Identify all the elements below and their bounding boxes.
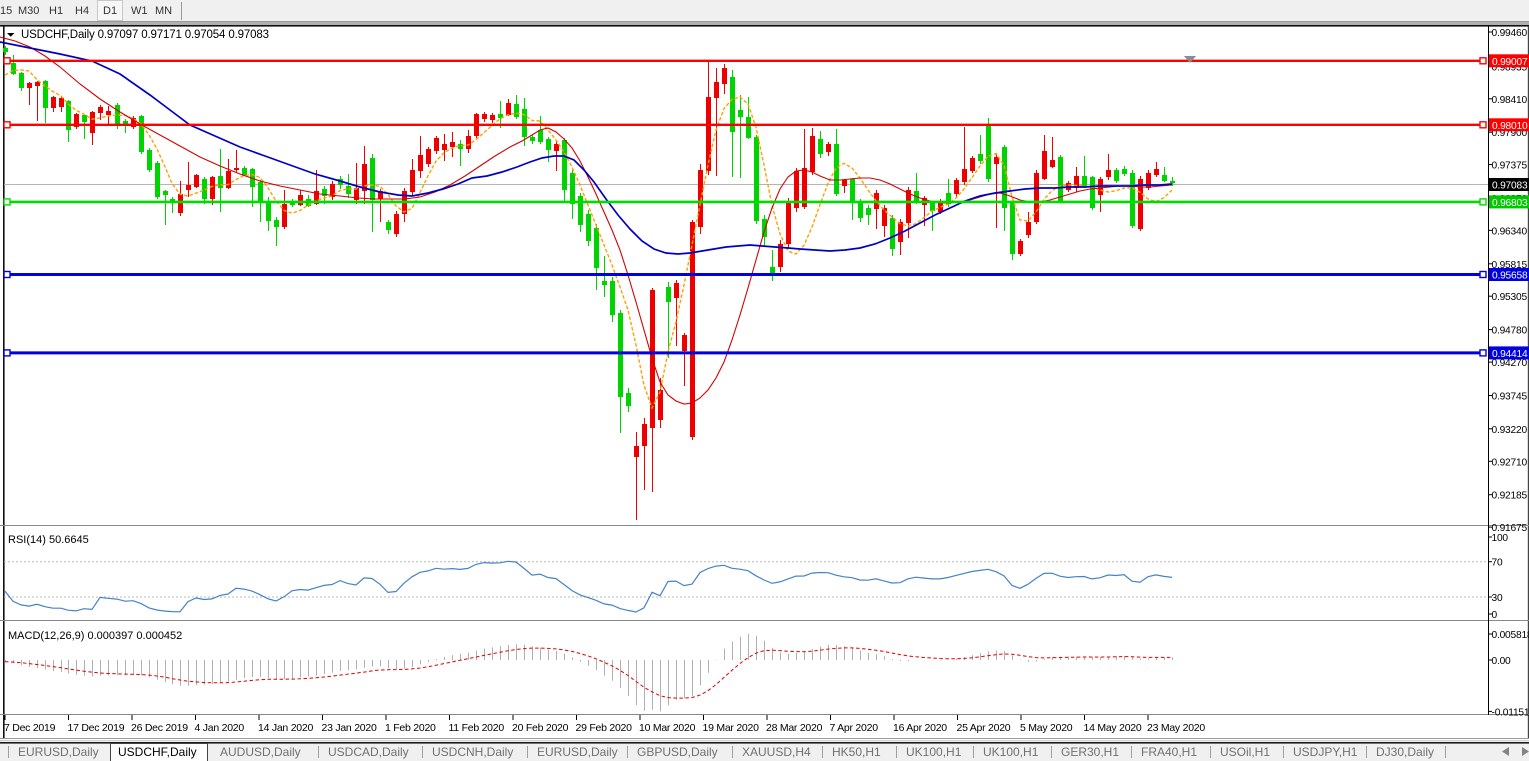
svg-text:AUDUSD,Daily: AUDUSD,Daily — [220, 745, 301, 759]
svg-text:7 Apr 2020: 7 Apr 2020 — [830, 722, 879, 734]
svg-text:19 Mar 2020: 19 Mar 2020 — [703, 722, 760, 734]
svg-text:30: 30 — [1492, 593, 1503, 604]
svg-text:D1: D1 — [103, 5, 117, 17]
svg-text:17 Dec 2019: 17 Dec 2019 — [68, 722, 125, 734]
svg-text:GBPUSD,Daily: GBPUSD,Daily — [637, 745, 718, 759]
svg-text:25 Apr 2020: 25 Apr 2020 — [957, 722, 1011, 734]
svg-text:USDCHF,Daily 0.97097 0.97171: USDCHF,Daily 0.97097 0.97171 0.97054 0.9… — [21, 29, 269, 41]
svg-text:0.95305: 0.95305 — [1492, 292, 1528, 303]
svg-text:0.97900: 0.97900 — [1492, 128, 1528, 139]
svg-text:0.93745: 0.93745 — [1492, 392, 1528, 403]
svg-text:20 Feb 2020: 20 Feb 2020 — [512, 722, 569, 734]
svg-text:EURUSD,Daily: EURUSD,Daily — [18, 745, 99, 759]
svg-text:UK100,H1: UK100,H1 — [983, 745, 1039, 759]
svg-text:H1: H1 — [49, 5, 63, 17]
svg-text:11 Feb 2020: 11 Feb 2020 — [449, 722, 505, 734]
svg-text:0.95658: 0.95658 — [1492, 271, 1528, 282]
svg-text:14 Jan 2020: 14 Jan 2020 — [258, 722, 313, 734]
svg-text:23 Jan 2020: 23 Jan 2020 — [322, 722, 377, 734]
svg-text:GER30,H1: GER30,H1 — [1061, 745, 1119, 759]
svg-text:15: 15 — [0, 5, 12, 17]
svg-text:70: 70 — [1492, 558, 1503, 569]
svg-text:RSI(14) 50.6645: RSI(14) 50.6645 — [8, 534, 89, 546]
svg-text:FRA40,H1: FRA40,H1 — [1141, 745, 1197, 759]
svg-text:XAUUSD,H4: XAUUSD,H4 — [742, 745, 811, 759]
svg-text:W1: W1 — [131, 5, 148, 17]
svg-text:0.98010: 0.98010 — [1492, 121, 1528, 132]
svg-text:0.93220: 0.93220 — [1492, 425, 1528, 436]
svg-text:4 Jan 2020: 4 Jan 2020 — [195, 722, 245, 734]
svg-text:0.98935: 0.98935 — [1492, 63, 1528, 74]
svg-text:0.96803: 0.96803 — [1492, 198, 1528, 209]
svg-text:0.96340: 0.96340 — [1492, 226, 1528, 237]
svg-text:26 Dec 2019: 26 Dec 2019 — [131, 722, 188, 734]
svg-text:USDCAD,Daily: USDCAD,Daily — [328, 745, 409, 759]
svg-text:5 May 2020: 5 May 2020 — [1020, 722, 1073, 734]
svg-text:100: 100 — [1492, 533, 1509, 544]
svg-text:USDCHF,Daily: USDCHF,Daily — [118, 745, 197, 759]
svg-text:0.94780: 0.94780 — [1492, 326, 1528, 337]
svg-text:HK50,H1: HK50,H1 — [832, 745, 881, 759]
svg-text:0.95815: 0.95815 — [1492, 260, 1528, 271]
svg-text:H4: H4 — [75, 5, 89, 17]
svg-text:0.99007: 0.99007 — [1492, 57, 1528, 68]
svg-text:MN: MN — [155, 5, 172, 17]
svg-text:16 Apr 2020: 16 Apr 2020 — [893, 722, 947, 734]
svg-text:0: 0 — [1492, 610, 1498, 621]
svg-text:MACD(12,26,9) 0.000397 0.00045: MACD(12,26,9) 0.000397 0.000452 — [8, 630, 182, 642]
svg-text:23 May 2020: 23 May 2020 — [1147, 722, 1205, 734]
svg-text:7 Dec 2019: 7 Dec 2019 — [4, 722, 56, 734]
svg-text:14 May 2020: 14 May 2020 — [1084, 722, 1142, 734]
svg-text:0.97083: 0.97083 — [1492, 181, 1528, 192]
svg-text:28 Mar 2020: 28 Mar 2020 — [766, 722, 823, 734]
svg-text:USDJPY,H1: USDJPY,H1 — [1293, 745, 1358, 759]
svg-text:0.005818: 0.005818 — [1492, 630, 1529, 641]
svg-text:0.92185: 0.92185 — [1492, 491, 1528, 502]
svg-text:USOil,H1: USOil,H1 — [1220, 745, 1270, 759]
svg-text:0.00: 0.00 — [1492, 656, 1512, 667]
svg-text:0.94414: 0.94414 — [1492, 349, 1528, 360]
svg-text:UK100,H1: UK100,H1 — [906, 745, 962, 759]
svg-text:0.99460: 0.99460 — [1492, 28, 1528, 39]
svg-text:0.97375: 0.97375 — [1492, 161, 1528, 172]
svg-text:USDCNH,Daily: USDCNH,Daily — [432, 745, 513, 759]
svg-text:29 Feb 2020: 29 Feb 2020 — [576, 722, 633, 734]
svg-text:M30: M30 — [18, 5, 39, 17]
svg-text:0.94270: 0.94270 — [1492, 358, 1528, 369]
svg-text:EURUSD,Daily: EURUSD,Daily — [537, 745, 618, 759]
svg-text:0.98410: 0.98410 — [1492, 95, 1528, 106]
svg-text:0.91675: 0.91675 — [1492, 523, 1528, 534]
svg-text:0.92710: 0.92710 — [1492, 457, 1528, 468]
svg-text:1 Feb 2020: 1 Feb 2020 — [385, 722, 436, 734]
svg-text:10 Mar 2020: 10 Mar 2020 — [639, 722, 696, 734]
svg-text:DJ30,Daily: DJ30,Daily — [1376, 745, 1434, 759]
